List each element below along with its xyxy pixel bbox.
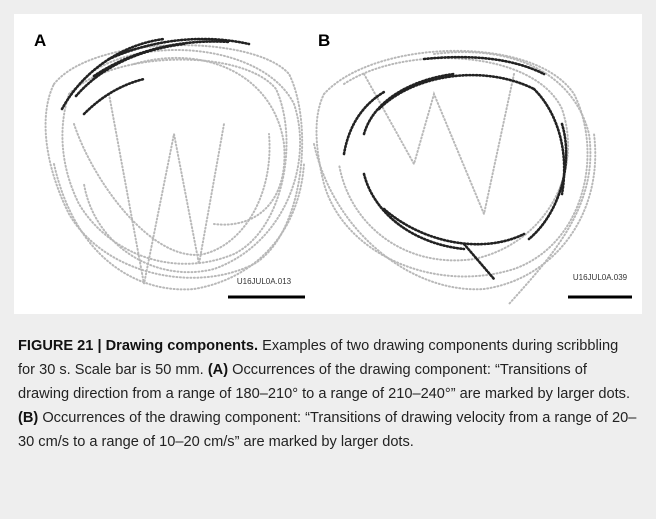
panel-label: B [318,31,330,50]
caption-intro: Examples of two drawing components durin… [18,338,619,378]
caption-part-label: (B) [18,410,39,426]
figure-svg: A U16JUL0A.013 B U16JUL0A.039 [34,31,632,305]
file-id: U16JUL0A.013 [237,277,292,286]
panel-b-drawing: B U16JUL0A.039 [313,31,632,305]
caption-part-text: Occurrences of the drawing component: “T… [18,362,631,402]
caption-part-text: Occurrences of the drawing component: “T… [18,410,637,450]
panel-label: A [34,31,46,50]
panel-a-drawing: A U16JUL0A.013 [34,31,305,299]
caption-part-label: (A) [207,362,229,378]
figure-panels: A U16JUL0A.013 B U16JUL0A.039 [14,14,642,314]
caption-label: FIGURE 21 | Drawing components. [18,338,259,354]
file-id: U16JUL0A.039 [573,273,628,282]
caption: FIGURE 21 | Drawing components. Examples… [18,334,638,454]
